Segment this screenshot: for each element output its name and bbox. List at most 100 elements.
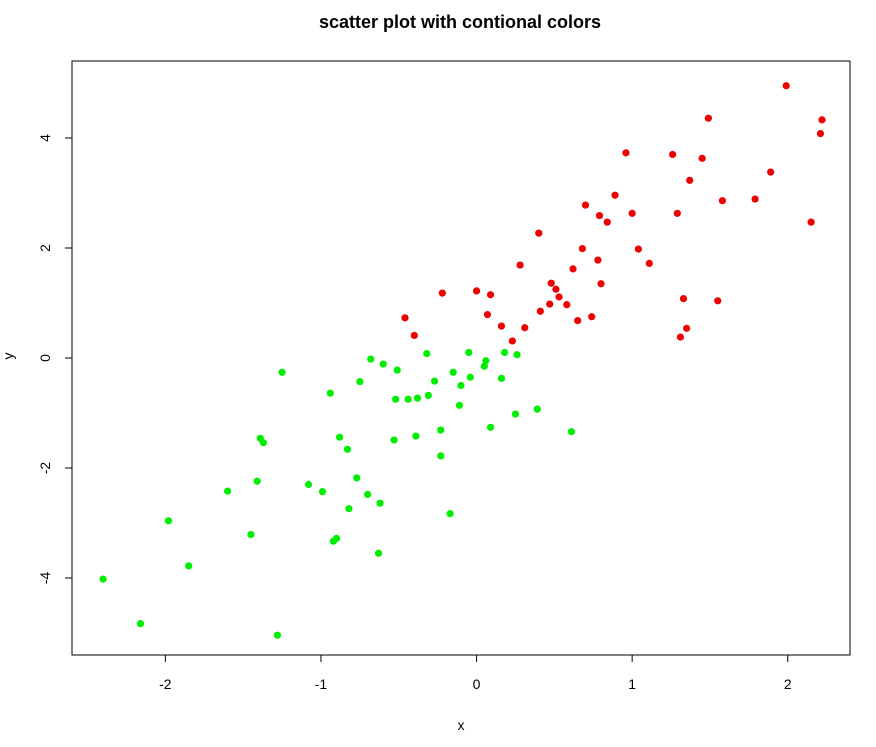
data-point bbox=[438, 289, 446, 297]
data-point bbox=[511, 410, 520, 418]
data-point bbox=[622, 149, 630, 157]
data-point bbox=[374, 549, 383, 557]
data-point bbox=[628, 209, 636, 217]
data-point bbox=[364, 490, 372, 498]
data-point bbox=[367, 355, 375, 363]
data-point bbox=[304, 480, 313, 489]
data-point bbox=[392, 395, 400, 403]
data-point bbox=[676, 333, 684, 341]
data-point bbox=[376, 499, 384, 507]
data-point bbox=[683, 324, 691, 332]
data-point bbox=[533, 405, 541, 413]
data-point bbox=[318, 488, 327, 496]
y-axis: -4 -2 0 2 4 bbox=[37, 134, 73, 585]
data-point bbox=[259, 439, 267, 447]
data-point bbox=[278, 368, 286, 376]
data-point bbox=[472, 287, 481, 295]
data-point bbox=[412, 432, 420, 440]
data-point bbox=[424, 391, 432, 399]
data-point bbox=[673, 209, 681, 217]
data-point bbox=[482, 357, 490, 365]
data-point bbox=[563, 301, 571, 309]
x-tick-label: 2 bbox=[784, 676, 792, 692]
data-point bbox=[578, 244, 586, 253]
data-point bbox=[164, 517, 173, 525]
data-point bbox=[751, 195, 759, 203]
data-point bbox=[437, 426, 445, 434]
data-point bbox=[404, 395, 412, 403]
data-point bbox=[807, 218, 815, 226]
data-point bbox=[247, 530, 255, 539]
data-point bbox=[521, 324, 529, 332]
data-point bbox=[508, 337, 516, 345]
data-point bbox=[336, 433, 344, 441]
data-point bbox=[410, 331, 418, 340]
x-tick-label: -1 bbox=[315, 676, 328, 692]
data-point bbox=[99, 575, 107, 583]
y-tick-label: 2 bbox=[37, 244, 53, 252]
data-point bbox=[818, 116, 826, 124]
series-0 bbox=[99, 348, 576, 639]
data-point bbox=[718, 197, 727, 205]
data-point bbox=[634, 245, 642, 253]
data-point bbox=[486, 291, 495, 299]
data-point bbox=[379, 360, 387, 368]
data-point bbox=[574, 317, 582, 325]
data-point bbox=[516, 261, 524, 269]
data-point bbox=[513, 351, 521, 359]
data-point bbox=[457, 381, 465, 390]
data-point bbox=[185, 562, 193, 570]
data-point bbox=[356, 378, 364, 386]
data-point bbox=[597, 280, 605, 288]
data-point bbox=[714, 297, 722, 305]
data-point bbox=[486, 423, 495, 431]
x-axis: -2 -1 0 1 2 bbox=[159, 654, 792, 692]
x-tick-label: -2 bbox=[159, 676, 172, 692]
data-point bbox=[547, 279, 555, 287]
data-point bbox=[555, 293, 563, 301]
data-point bbox=[449, 368, 457, 376]
data-point bbox=[466, 373, 474, 381]
data-point bbox=[594, 256, 602, 264]
data-point bbox=[224, 487, 232, 495]
data-point bbox=[669, 150, 677, 159]
data-point bbox=[535, 229, 543, 237]
y-tick-label: -2 bbox=[37, 462, 53, 475]
data-point bbox=[343, 445, 352, 453]
data-point bbox=[603, 218, 611, 226]
data-point bbox=[430, 377, 439, 385]
data-point bbox=[483, 310, 492, 319]
data-point bbox=[611, 191, 619, 199]
data-point bbox=[401, 314, 409, 322]
data-point bbox=[704, 114, 713, 122]
data-point bbox=[679, 295, 688, 303]
data-point bbox=[423, 350, 431, 358]
y-tick-label: 4 bbox=[37, 134, 53, 142]
data-point bbox=[569, 265, 577, 273]
x-tick-label: 0 bbox=[473, 676, 481, 692]
data-point bbox=[253, 477, 261, 485]
data-point bbox=[480, 362, 488, 370]
y-tick-label: 0 bbox=[37, 354, 53, 362]
data-point bbox=[437, 452, 445, 460]
data-point bbox=[393, 366, 401, 374]
data-point bbox=[465, 348, 473, 357]
data-point bbox=[782, 82, 790, 90]
series-1 bbox=[401, 82, 826, 345]
data-point bbox=[816, 130, 825, 138]
chart-title: scatter plot with contional colors bbox=[319, 12, 601, 32]
data-point bbox=[353, 474, 361, 482]
data-point bbox=[767, 168, 775, 176]
data-point bbox=[645, 259, 653, 267]
data-point bbox=[326, 389, 334, 397]
y-tick-label: -4 bbox=[37, 572, 53, 585]
data-point bbox=[595, 211, 604, 220]
data-point bbox=[273, 631, 281, 639]
data-point bbox=[413, 394, 422, 402]
y-axis-label: y bbox=[0, 353, 16, 360]
x-tick-label: 1 bbox=[628, 676, 636, 692]
data-point bbox=[581, 201, 590, 209]
data-point bbox=[455, 401, 464, 409]
